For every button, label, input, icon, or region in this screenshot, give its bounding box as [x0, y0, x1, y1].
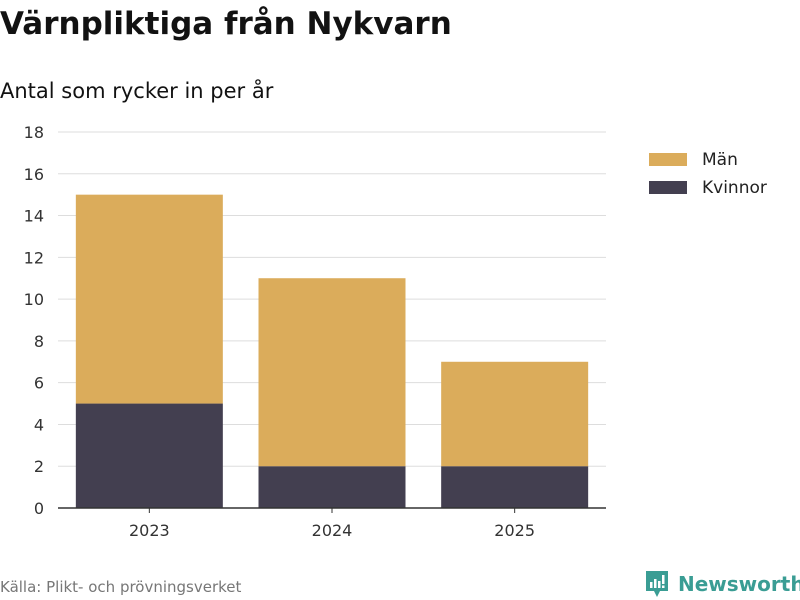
- y-tick-label: 12: [24, 248, 44, 267]
- bar-män-2025: [441, 361, 589, 467]
- y-tick-label: 0: [34, 499, 44, 518]
- bar-kvinnor-2024: [258, 466, 406, 508]
- y-tick-label: 16: [24, 165, 44, 184]
- legend-label-kvinnor: Kvinnor: [702, 178, 767, 198]
- bar-män-2023: [75, 194, 223, 404]
- chart-subtitle: Antal som rycker in per år: [0, 79, 274, 103]
- legend-swatch-kvinnor: [649, 181, 687, 194]
- bar-kvinnor-2023: [75, 403, 223, 508]
- x-tick-label: 2024: [312, 521, 353, 540]
- y-tick-label: 6: [34, 374, 44, 393]
- logo-text: Newsworthy: [678, 572, 800, 596]
- newsworthy-logo-icon: [646, 571, 668, 597]
- x-tick-label: 2025: [494, 521, 535, 540]
- legend-swatch-män: [649, 153, 687, 166]
- x-tick-label: 2023: [129, 521, 170, 540]
- y-tick-label: 2: [34, 457, 44, 476]
- source-note: Källa: Plikt- och prövningsverket: [0, 578, 242, 596]
- bar-män-2024: [258, 278, 406, 467]
- y-tick-label: 4: [34, 415, 44, 434]
- y-tick-label: 14: [24, 207, 44, 226]
- y-tick-label: 18: [24, 123, 44, 142]
- y-tick-label: 10: [24, 290, 44, 309]
- bar-kvinnor-2025: [441, 466, 589, 508]
- legend-label-män: Män: [702, 150, 738, 170]
- chart-title: Värnpliktiga från Nykvarn: [0, 6, 452, 42]
- y-tick-label: 8: [34, 332, 44, 351]
- newsworthy-logo: Newsworthy: [644, 570, 800, 598]
